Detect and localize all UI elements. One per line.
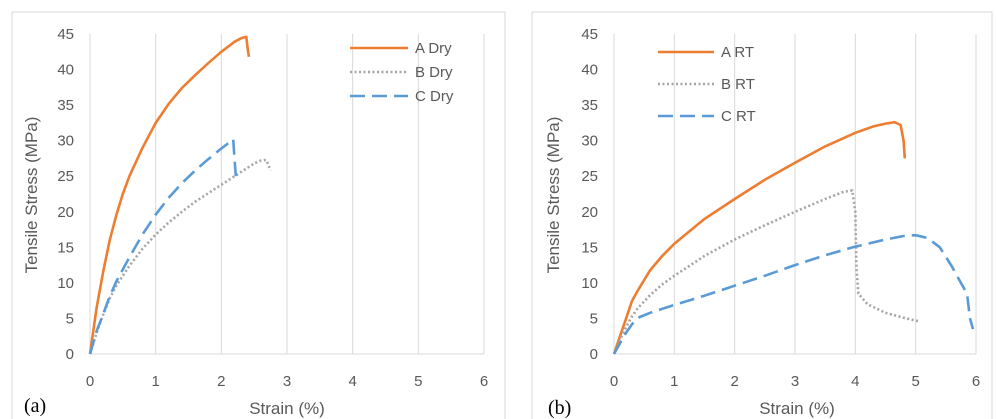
panel-a-x-tick-label: 1 xyxy=(151,373,159,390)
panel-a-legend-label-3: C Dry xyxy=(415,88,454,105)
panel-a-legend-label-2: B Dry xyxy=(415,64,453,81)
panel-b-frame xyxy=(531,11,993,419)
panel-b-y-tick-label: 25 xyxy=(581,168,598,185)
panel-b-y-tick-label: 0 xyxy=(590,346,598,363)
panel-b-legend-label-3: C RT xyxy=(721,108,756,125)
panel-a-y-tick-label: 30 xyxy=(57,133,74,150)
panel-a-letter: (a) xyxy=(24,395,46,417)
panel-a-series-line-1 xyxy=(88,35,251,355)
panel-b-legend-label-1: A RT xyxy=(721,44,754,61)
panel-b-x-tick-label: 2 xyxy=(730,373,738,390)
panel-b-y-tick-label: 30 xyxy=(581,133,598,150)
panel-a-x-tick-label: 2 xyxy=(217,373,225,390)
panel-b-y-tick-label: 35 xyxy=(581,97,598,114)
panel-b-y-tick-label: 5 xyxy=(590,310,598,327)
panel-a-y-tick-label: 35 xyxy=(57,97,74,114)
panel-a-y-tick-label: 25 xyxy=(57,168,74,185)
panel-b-gridlines xyxy=(613,34,977,355)
panel-b-y-tick-label: 40 xyxy=(581,62,598,79)
panel-a-y-tick-label: 45 xyxy=(57,26,74,43)
panel-b-x-tick-label: 5 xyxy=(911,373,919,390)
panel-b-letter: (b) xyxy=(548,397,571,419)
panel-b-x-tick-label: 6 xyxy=(972,373,980,390)
panel-a-y-tick-label: 20 xyxy=(57,204,74,221)
panel-b-y-tick-label: 45 xyxy=(581,26,598,43)
panel-b-x-tick-labels: 0 1 2 3 4 5 6 xyxy=(610,373,980,390)
panel-a-x-tick-labels: 0 1 2 3 4 5 6 xyxy=(86,373,488,390)
panel-a-x-tick-label: 6 xyxy=(480,373,488,390)
panel-b-legend: A RT B RT C RT xyxy=(658,44,756,125)
panel-a-y-axis-title: Tensile Stress (MPa) xyxy=(22,117,41,274)
panel-a-y-tick-label: 0 xyxy=(66,346,74,363)
panel-b-legend-label-2: B RT xyxy=(721,76,755,93)
panel-a-x-tick-label: 5 xyxy=(414,373,422,390)
panel-b-series-line-1 xyxy=(612,120,907,355)
panel-a-x-tick-label: 4 xyxy=(348,373,356,390)
panel-b-x-tick-label: 0 xyxy=(610,373,618,390)
panel-b-series-line-2 xyxy=(612,189,920,355)
panel-b-x-tick-label: 4 xyxy=(851,373,859,390)
panel-b-y-tick-labels: 0 5 10 15 20 25 30 35 40 45 xyxy=(581,26,598,363)
panel-a-y-tick-labels: 0 5 10 15 20 25 30 35 40 45 xyxy=(57,26,74,363)
panel-a-series-line-2 xyxy=(88,158,272,355)
panel-b-y-tick-label: 10 xyxy=(581,275,598,292)
panel-b-y-axis-title: Tensile Stress (MPa) xyxy=(544,117,563,274)
panel-b-y-tick-label: 20 xyxy=(581,204,598,221)
panel-a-x-axis-title: Strain (%) xyxy=(249,399,325,418)
panel-a-y-tick-label: 5 xyxy=(66,310,74,327)
panel-b-x-axis-title: Strain (%) xyxy=(759,399,835,418)
panel-a-legend-label-1: A Dry xyxy=(415,40,452,57)
panel-a-frame xyxy=(11,11,506,419)
panel-a-legend: A Dry B Dry C Dry xyxy=(350,40,454,105)
panel-a-x-tick-label: 3 xyxy=(283,373,291,390)
panel-a-series-line-3 xyxy=(88,137,238,355)
panel-a-series xyxy=(88,35,272,355)
panel-a-y-tick-label: 10 xyxy=(57,275,74,292)
panel-a-gridlines xyxy=(89,34,485,355)
panel-a-y-tick-label: 15 xyxy=(57,239,74,256)
panel-b-x-tick-label: 1 xyxy=(670,373,678,390)
panel-a-x-tick-label: 0 xyxy=(86,373,94,390)
panel-b-x-tick-label: 3 xyxy=(791,373,799,390)
panel-b-series xyxy=(612,120,975,355)
panel-b-y-tick-label: 15 xyxy=(581,239,598,256)
panel-a-y-tick-label: 40 xyxy=(57,62,74,79)
